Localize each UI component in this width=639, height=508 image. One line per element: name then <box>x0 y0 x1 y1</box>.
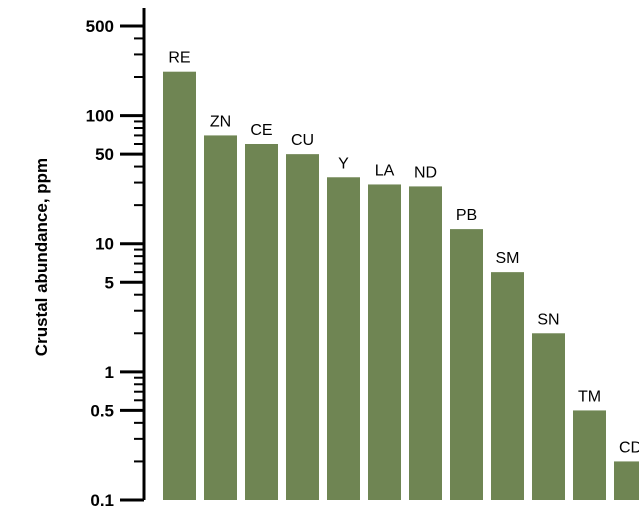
bar-la <box>368 184 401 500</box>
y-tick-label: 0.1 <box>90 491 114 508</box>
y-tick-label: 10 <box>95 235 114 254</box>
bar-label-pb: PB <box>456 207 477 224</box>
y-axis: 500 100 50 10 5 1 0.5 0.1 <box>86 8 146 508</box>
bar-ce <box>245 143 278 500</box>
bar-zn <box>204 135 237 500</box>
bar-label-zn: ZN <box>210 113 231 130</box>
bar-re <box>163 71 196 500</box>
bar-label-la: LA <box>375 162 395 179</box>
y-tick-label: 0.5 <box>90 401 114 420</box>
bar-label-cd: CD <box>619 439 639 456</box>
bar-cu <box>286 154 319 500</box>
bar-sm <box>491 272 524 500</box>
y-axis-title: Crustal abundance, ppm <box>32 158 51 356</box>
bar-label-nd: ND <box>414 164 437 181</box>
bar-y <box>327 177 360 500</box>
y-tick-label: 500 <box>86 17 114 36</box>
y-tick-label: 5 <box>105 273 114 292</box>
bar-label-sm: SM <box>496 250 520 267</box>
bar-tm <box>573 410 606 500</box>
bar-label-ce: CE <box>250 122 272 139</box>
bar-cd <box>614 461 639 500</box>
bar-label-tm: TM <box>578 388 601 405</box>
y-tick-label: 1 <box>105 363 114 382</box>
bar-label-cu: CU <box>291 132 314 149</box>
bar-label-y: Y <box>338 155 349 172</box>
bar-label-sn: SN <box>537 311 559 328</box>
bar-label-re: RE <box>168 50 190 67</box>
y-tick-label: 50 <box>95 145 114 164</box>
bar-nd <box>409 186 442 500</box>
y-tick-label: 100 <box>86 107 114 126</box>
bar-sn <box>532 333 565 500</box>
bar-pb <box>450 229 483 500</box>
bars-group: RE ZN CE CU Y LA ND PB SM SN TM CD <box>163 50 639 500</box>
